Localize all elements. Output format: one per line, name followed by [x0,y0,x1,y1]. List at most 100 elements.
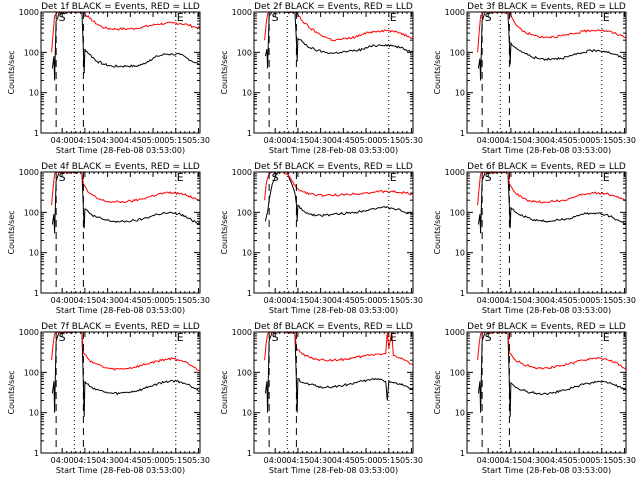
x-tick-label: 05:30 [187,296,210,305]
marker-label: E [390,171,397,184]
x-tick-label: 04:30 [309,136,332,145]
lld-series-line [51,332,200,372]
x-axis-label: Start Time (28-Feb-08 03:53:00) [482,306,611,315]
y-tick-label: 100 [24,48,39,57]
x-tick-label: 04:45 [332,136,355,145]
y-axis-label: Counts/sec [433,50,442,94]
chart-title: Det 8f BLACK = Events, RED = LLD [254,322,413,332]
plot-frame [253,171,414,294]
y-tick-label: 1 [460,449,465,458]
y-tick-label: 100 [24,208,39,217]
marker-label: E [603,171,610,184]
plot-frame [466,11,627,134]
x-tick-label: 04:30 [96,296,119,305]
marker-label: S [59,331,66,344]
marker-label: E [177,331,184,344]
x-tick-label: 05:15 [164,456,187,465]
x-tick-label: 04:45 [119,136,142,145]
x-tick-label: 04:30 [522,296,545,305]
y-axis-label: Counts/sec [220,210,229,254]
events-series-line [477,332,626,417]
x-tick-label: 05:15 [590,296,613,305]
y-tick-label: 1000 [232,328,252,337]
chart-panel: Det 4f BLACK = Events, RED = LLD S E 1 10 100… [0,160,213,320]
y-axis-label: Counts/sec [220,50,229,94]
x-tick-label: 05:30 [187,456,210,465]
chart-title: Det 2f BLACK = Events, RED = LLD [254,2,413,12]
y-tick-label: 10 [29,409,39,418]
y-tick-label: 1 [460,129,465,138]
x-axis-label: Start Time (28-Feb-08 03:53:00) [56,146,185,155]
x-tick-label: 04:15 [499,456,522,465]
marker-label: S [59,171,66,184]
x-tick-label: 05:00 [142,136,165,145]
chart-title: Det 6f BLACK = Events, RED = LLD [467,162,626,172]
y-tick-label: 1000 [19,328,39,337]
x-axis-label: Start Time (28-Feb-08 03:53:00) [482,146,611,155]
marker-label: S [485,171,492,184]
chart-title: Det 3f BLACK = Events, RED = LLD [467,2,626,12]
y-tick-label: 1 [34,289,39,298]
y-axis-label: Counts/sec [433,370,442,414]
chart-panel: Det 8f BLACK = Events, RED = LLD S E 1 10 100… [213,320,426,480]
y-tick-label: 1 [247,289,252,298]
x-tick-label: 05:30 [613,456,636,465]
marker-label: E [177,171,184,184]
chart-panel: Det 5f BLACK = Events, RED = LLD S E 1 10 100… [213,160,426,320]
marker-label: S [272,331,279,344]
y-axis-label: Counts/sec [220,370,229,414]
x-axis-label: Start Time (28-Feb-08 03:53:00) [482,466,611,475]
y-tick-label: 10 [29,249,39,258]
plot-frame [253,331,414,454]
x-tick-label: 05:00 [568,296,591,305]
x-tick-label: 05:00 [568,136,591,145]
lld-series-line [477,12,626,53]
x-tick-label: 05:00 [355,136,378,145]
chart-title: Det 4f BLACK = Events, RED = LLD [41,162,200,172]
lld-series-line [477,332,626,370]
x-tick-label: 05:15 [164,136,187,145]
x-tick-label: 05:15 [377,456,400,465]
x-tick-label: 05:00 [142,296,165,305]
y-tick-label: 1 [247,129,252,138]
x-axis-label: Start Time (28-Feb-08 03:53:00) [56,306,185,315]
x-tick-label: 05:30 [613,296,636,305]
marker-label: S [272,171,279,184]
marker-label: E [390,11,397,24]
x-tick-label: 05:00 [355,456,378,465]
marker-label: E [603,11,610,24]
x-tick-label: 04:00 [264,296,287,305]
x-tick-label: 04:45 [119,296,142,305]
y-axis-label: Counts/sec [433,210,442,254]
x-tick-label: 05:15 [377,136,400,145]
x-tick-label: 04:45 [545,136,568,145]
x-tick-label: 04:15 [286,136,309,145]
x-tick-label: 04:00 [51,296,74,305]
chart-panel: Det 3f BLACK = Events, RED = LLD S E 1 10 100… [426,0,639,160]
x-axis-label: Start Time (28-Feb-08 03:53:00) [269,306,398,315]
x-tick-label: 04:15 [73,296,96,305]
x-tick-label: 05:15 [377,296,400,305]
marker-label: S [485,331,492,344]
y-tick-label: 1000 [232,8,252,17]
x-tick-label: 04:00 [51,456,74,465]
chart-panel: Det 9f BLACK = Events, RED = LLD S E 1 10 100… [426,320,639,480]
x-tick-label: 05:00 [355,296,378,305]
x-tick-label: 04:45 [332,296,355,305]
events-series-line [477,12,626,81]
x-tick-label: 04:30 [96,136,119,145]
y-tick-label: 10 [455,89,465,98]
x-tick-label: 04:00 [51,136,74,145]
y-tick-label: 1000 [232,168,252,177]
y-tick-label: 10 [242,409,252,418]
chart-title: Det 9f BLACK = Events, RED = LLD [467,322,626,332]
x-tick-label: 04:15 [73,136,96,145]
x-tick-label: 04:00 [477,456,500,465]
marker-label: S [272,11,279,24]
y-tick-label: 100 [237,208,252,217]
chart-panel: Det 1f BLACK = Events, RED = LLD S E 1 10 100… [0,0,213,160]
